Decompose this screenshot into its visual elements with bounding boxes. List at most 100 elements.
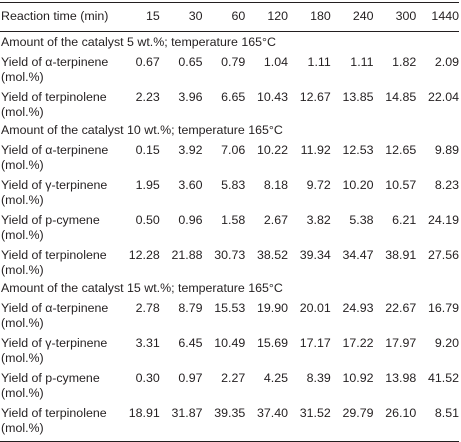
table-row: Yield of terpinolene (mol.%) 2.23 3.96 6.65 1… (0, 85, 459, 120)
row-label: Yield of terpinolene (mol.%) (0, 401, 117, 442)
value-cell: 20.01 (299, 301, 331, 315)
header-cell: 120 (267, 9, 288, 23)
value-cell: 16.79 (427, 301, 459, 315)
value-cell: 9.20 (434, 336, 459, 350)
value-cell: 3.60 (178, 178, 203, 192)
table-row: Yield of α-terpinene (mol.%) 0.15 3.92 7.06 1… (0, 138, 459, 173)
value-cell: 38.91 (385, 248, 417, 262)
value-cell: 1.04 (263, 55, 288, 69)
row-label-line: (mol.%) (1, 386, 44, 400)
row-label-line: (mol.%) (1, 70, 44, 84)
value-cell: 3.96 (178, 90, 203, 104)
header-cell: 180 (310, 9, 331, 23)
row-label-line: Yield of α-terpinene (1, 143, 109, 157)
row-label-line: Yield of terpinolene (1, 406, 107, 420)
value-cell: 0.79 (221, 55, 246, 69)
value-cell: 12.28 (128, 248, 160, 262)
header-label: Reaction time (min) (1, 9, 109, 23)
value-cell: 17.22 (342, 336, 374, 350)
section-title-row: Amount of the catalyst 15 wt.%; temperat… (0, 278, 459, 296)
value-cell: 8.79 (178, 301, 203, 315)
value-cell: 10.43 (256, 90, 288, 104)
value-cell: 24.93 (342, 301, 374, 315)
table-row: Yield of terpinolene (mol.%) 18.91 31.87 39.… (0, 401, 459, 442)
value-cell: 18.91 (128, 406, 160, 420)
value-cell: 1.11 (350, 55, 374, 69)
row-label: Yield of terpinolene (mol.%) (0, 243, 117, 278)
value-cell: 10.57 (385, 178, 417, 192)
value-cell: 4.25 (263, 371, 288, 385)
table-row: Yield of α-terpinene (mol.%) 0.67 0.65 0.79 1… (0, 50, 459, 85)
header-cell: 240 (352, 9, 374, 23)
value-cell: 14.85 (385, 90, 417, 104)
row-label: Yield of p-cymene (mol.%) (0, 208, 117, 243)
value-cell: 10.49 (214, 336, 246, 350)
section-title: Amount of the catalyst 5 wt.%; temperatu… (1, 35, 276, 49)
value-cell: 3.92 (178, 143, 203, 157)
row-label-line: Yield of p-cymene (1, 213, 100, 227)
header-row: Reaction time (min) 15 30 60 120 180 240 300 144… (0, 2, 459, 32)
value-cell: 0.97 (178, 371, 203, 385)
value-cell: 3.82 (306, 213, 331, 227)
row-label-line: Yield of γ-terpinene (1, 336, 108, 350)
value-cell: 0.15 (135, 143, 160, 157)
value-cell: 6.21 (392, 213, 417, 227)
value-cell: 30.73 (214, 248, 246, 262)
row-label: Yield of γ-terpinene (mol.%) (0, 331, 117, 366)
value-cell: 26.10 (385, 406, 417, 420)
value-cell: 1.95 (135, 178, 160, 192)
value-cell: 2.23 (135, 90, 160, 104)
value-cell: 38.52 (256, 248, 288, 262)
value-cell: 2.67 (263, 213, 288, 227)
value-cell: 10.22 (256, 143, 288, 157)
header-cell: 15 (145, 9, 160, 23)
value-cell: 19.90 (256, 301, 288, 315)
value-cell: 17.97 (385, 336, 417, 350)
header-cell: 30 (188, 9, 203, 23)
value-cell: 5.38 (349, 213, 374, 227)
row-label-line: Yield of terpinolene (1, 248, 107, 262)
row-label: Yield of γ-terpinene (mol.%) (0, 173, 117, 208)
value-cell: 1.58 (221, 213, 246, 227)
row-label: Yield of α-terpinene (mol.%) (0, 296, 117, 331)
value-cell: 41.52 (427, 371, 459, 385)
table-row: Yield of γ-terpinene (mol.%) 3.31 6.45 10.49… (0, 331, 459, 366)
value-cell: 5.83 (221, 178, 246, 192)
row-label: Yield of terpinolene (mol.%) (0, 85, 117, 120)
value-cell: 6.65 (221, 90, 246, 104)
row-label-line: Yield of α-terpinene (1, 301, 109, 315)
value-cell: 11.92 (300, 143, 331, 157)
value-cell: 8.39 (306, 371, 331, 385)
value-cell: 17.17 (299, 336, 331, 350)
value-cell: 39.34 (299, 248, 331, 262)
row-label-line: Yield of p-cymene (1, 371, 100, 385)
value-cell: 10.92 (342, 371, 374, 385)
value-cell: 13.98 (385, 371, 417, 385)
value-cell: 15.69 (256, 336, 288, 350)
section-title: Amount of the catalyst 10 wt.%; temperat… (1, 123, 283, 137)
row-label-line: Yield of γ-terpinene (1, 178, 108, 192)
value-cell: 13.85 (342, 90, 374, 104)
row-label-line: (mol.%) (1, 105, 44, 119)
value-cell: 0.30 (135, 371, 160, 385)
value-cell: 0.96 (178, 213, 203, 227)
value-cell: 1.82 (392, 55, 417, 69)
value-cell: 8.18 (263, 178, 288, 192)
section-title-row: Amount of the catalyst 5 wt.%; temperatu… (0, 32, 459, 51)
value-cell: 2.78 (135, 301, 160, 315)
value-cell: 3.31 (135, 336, 160, 350)
row-label: Yield of p-cymene (mol.%) (0, 366, 117, 401)
value-cell: 29.79 (342, 406, 374, 420)
value-cell: 12.67 (299, 90, 331, 104)
row-label-line: (mol.%) (1, 263, 44, 277)
header-cell: 1440 (431, 9, 459, 23)
row-label: Yield of α-terpinene (mol.%) (0, 138, 117, 173)
value-cell: 15.53 (214, 301, 246, 315)
row-label-line: (mol.%) (1, 158, 44, 172)
header-cell: 300 (395, 9, 417, 23)
value-cell: 0.65 (178, 55, 203, 69)
value-cell: 2.09 (434, 55, 459, 69)
value-cell: 9.89 (434, 143, 459, 157)
